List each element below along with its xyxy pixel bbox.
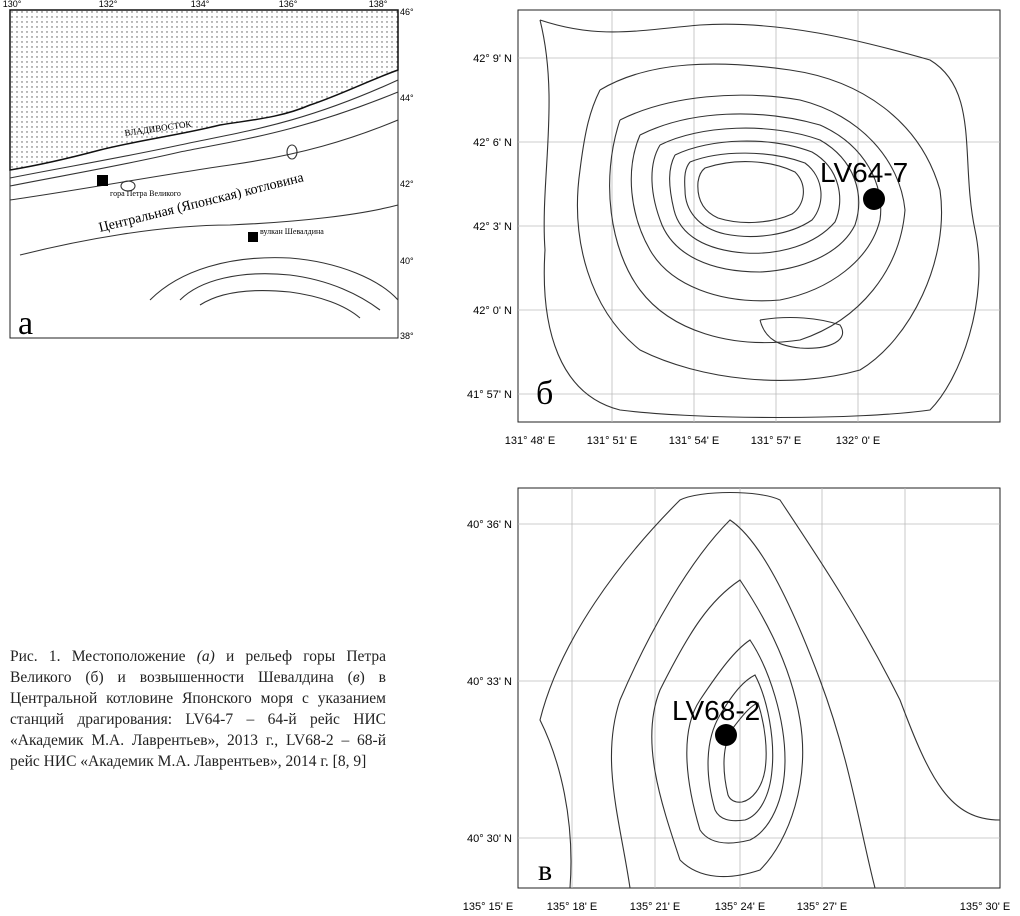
panel-a-map [10,10,398,338]
lon-tick-label: 132° [99,0,118,9]
caption-text: (а) [197,648,215,665]
lat-tick-label: 41° 57' N [467,389,512,401]
panel-letter: б [536,375,553,412]
lat-tick-label: 42° 3' N [473,221,512,233]
caption-text: Рис. 1. Местоположение [10,648,197,665]
panel-c-map [518,488,1000,888]
lat-tick-label: 40° 33' N [467,676,512,688]
lat-tick-label: 38° [400,331,414,341]
lon-tick-label: 131° 48' E [505,435,556,447]
lat-tick-label: 40° 30' N [467,833,512,845]
lon-tick-label: 135° 18' E [547,901,598,913]
map-label: гора Петра Великого [110,189,181,198]
lon-tick-label: 135° 27' E [797,901,848,913]
lat-tick-label: 46° [400,7,414,17]
lat-tick-label: 40° [400,256,414,266]
panel-letter: а [18,305,33,342]
lat-tick-label: 40° 36' N [467,519,512,531]
station-label: LV64-7 [820,157,908,188]
caption: Рис. 1. Местоположение (а) и рельеф горы… [10,646,386,772]
panel-letter: в [538,854,552,887]
lon-tick-label: 136° [279,0,298,9]
lon-tick-label: 132° 0' E [836,435,880,447]
map-label: вулкан Шевалдина [260,227,324,236]
lat-tick-label: 42° [400,179,414,189]
lon-tick-label: 131° 54' E [669,435,720,447]
station-label: LV68-2 [672,695,760,726]
page: 130°132°134°136°138°46°44°42°40°38°ВЛАДИ… [0,0,1020,916]
lon-tick-label: 134° [191,0,210,9]
caption-text: в [353,669,360,686]
lat-tick-label: 44° [400,93,414,103]
lat-tick-label: 42° 0' N [473,305,512,317]
lon-tick-label: 135° 15' E [463,901,514,913]
lat-tick-label: 42° 9' N [473,53,512,65]
lon-tick-label: 135° 24' E [715,901,766,913]
figure: 130°132°134°136°138°46°44°42°40°38°ВЛАДИ… [0,0,1020,916]
panel-b-map [518,10,1000,422]
lon-tick-label: 135° 30' E [960,901,1011,913]
lon-tick-label: 131° 51' E [587,435,638,447]
lon-tick-label: 131° 57' E [751,435,802,447]
lat-tick-label: 42° 6' N [473,137,512,149]
lon-tick-label: 138° [369,0,388,9]
lon-tick-label: 135° 21' E [630,901,681,913]
lon-tick-label: 130° [3,0,22,9]
